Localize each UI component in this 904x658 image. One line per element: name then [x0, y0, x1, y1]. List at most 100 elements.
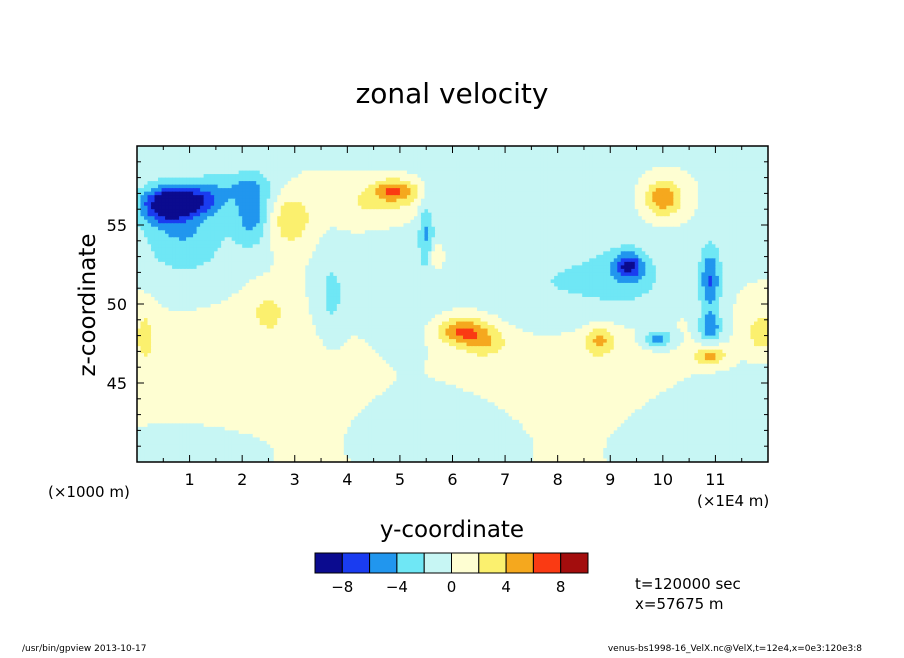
heatmap-cell — [431, 167, 436, 172]
heatmap-cell — [715, 212, 720, 217]
heatmap-cell — [189, 188, 194, 193]
heatmap-cell — [301, 212, 306, 217]
heatmap-cell — [361, 156, 366, 161]
heatmap-cell — [645, 198, 650, 203]
heatmap-cell — [231, 216, 236, 221]
heatmap-cell — [631, 212, 636, 217]
heatmap-cell — [361, 209, 366, 214]
heatmap-cell — [760, 233, 766, 238]
heatmap-cell — [592, 195, 597, 200]
heatmap-cell — [161, 237, 166, 242]
heatmap-cell — [505, 184, 510, 189]
heatmap-cell — [757, 230, 762, 235]
heatmap-cell — [676, 216, 681, 221]
heatmap-cell — [554, 163, 559, 168]
heatmap-cell — [427, 233, 433, 238]
heatmap-cell — [294, 174, 299, 179]
heatmap-cell — [382, 153, 387, 158]
heatmap-cell — [427, 230, 433, 235]
heatmap-cell — [501, 191, 506, 196]
heatmap-cell — [207, 153, 212, 158]
heatmap-cell — [312, 177, 317, 182]
heatmap-cell — [669, 198, 674, 203]
heatmap-cell — [473, 237, 478, 242]
heatmap-cell — [666, 170, 671, 175]
heatmap-cell — [487, 163, 492, 168]
heatmap-cell — [641, 205, 646, 210]
heatmap-cell — [242, 188, 247, 193]
heatmap-cell — [326, 191, 331, 196]
heatmap-cell — [371, 181, 376, 186]
heatmap-cell — [760, 202, 766, 207]
heatmap-cell — [448, 160, 454, 165]
heatmap-cell — [406, 230, 412, 235]
heatmap-cell — [189, 198, 194, 203]
heatmap-cell — [438, 216, 443, 221]
heatmap-cell — [319, 163, 324, 168]
heatmap-cell — [179, 219, 184, 224]
heatmap-cell — [624, 226, 629, 231]
heatmap-cell — [392, 146, 398, 151]
heatmap-cell — [231, 167, 236, 172]
heatmap-cell — [382, 226, 387, 231]
heatmap-cell — [382, 219, 387, 224]
heatmap-cell — [750, 191, 755, 196]
heatmap-cell — [666, 160, 671, 165]
heatmap-cell — [606, 212, 611, 217]
heatmap-cell — [364, 223, 369, 228]
heatmap-cell — [242, 156, 247, 161]
heatmap-cell — [547, 184, 552, 189]
heatmap-cell — [322, 191, 327, 196]
heatmap-cell — [561, 163, 566, 168]
heatmap-cell — [564, 174, 569, 179]
heatmap-cell — [564, 160, 569, 165]
heatmap-cell — [217, 212, 222, 217]
heatmap-cell — [256, 219, 261, 224]
heatmap-cell — [456, 205, 461, 210]
heatmap-cell — [627, 153, 632, 158]
heatmap-cell — [711, 153, 717, 158]
heatmap-cell — [568, 153, 573, 158]
heatmap-cell — [582, 233, 587, 238]
heatmap-cell — [652, 174, 657, 179]
heatmap-cell — [701, 188, 706, 193]
heatmap-cell — [385, 177, 390, 182]
heatmap-cell — [568, 156, 573, 161]
heatmap-cell — [217, 233, 222, 238]
heatmap-cell — [392, 205, 398, 210]
heatmap-cell — [466, 237, 471, 242]
heatmap-cell — [645, 167, 650, 172]
heatmap-cell — [526, 230, 531, 235]
heatmap-cell — [764, 212, 768, 217]
heatmap-cell — [550, 181, 555, 186]
heatmap-cell — [221, 240, 226, 245]
heatmap-cell — [235, 216, 240, 221]
heatmap-cell — [641, 202, 646, 207]
heatmap-cell — [757, 205, 762, 210]
heatmap-cell — [459, 191, 464, 196]
heatmap-cell — [182, 205, 187, 210]
heatmap-cell — [382, 202, 387, 207]
heatmap-cell — [186, 156, 191, 161]
heatmap-cell — [399, 219, 405, 224]
heatmap-cell — [557, 163, 562, 168]
heatmap-cell — [729, 163, 734, 168]
heatmap-cell — [354, 230, 359, 235]
heatmap-cell — [498, 209, 503, 214]
heatmap-cell — [624, 195, 629, 200]
heatmap-cell — [491, 195, 496, 200]
heatmap-cell — [210, 174, 215, 179]
heatmap-cell — [680, 146, 685, 151]
heatmap-cell — [287, 223, 292, 228]
heatmap-cell — [508, 230, 513, 235]
heatmap-cell — [519, 198, 524, 203]
heatmap-cell — [224, 216, 229, 221]
heatmap-cell — [354, 219, 359, 224]
heatmap-cell — [526, 240, 531, 245]
heatmap-cell — [501, 216, 506, 221]
heatmap-cell — [228, 167, 233, 172]
heatmap-cell — [144, 202, 149, 207]
heatmap-cell — [753, 226, 759, 231]
heatmap-cell — [441, 146, 447, 151]
heatmap-cell — [638, 174, 643, 179]
